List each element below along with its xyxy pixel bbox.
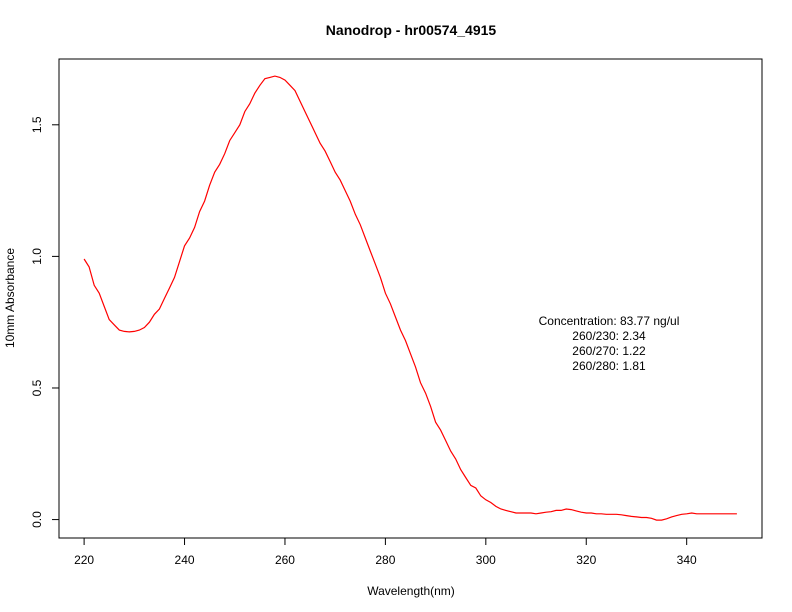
y-axis: 0.0 0.5 1.0 1.5 (30, 116, 60, 528)
annotation-line: Concentration: 83.77 ng/ul (539, 314, 680, 328)
x-tick-label: 340 (677, 553, 697, 567)
x-axis: 220 240 260 280 300 320 340 (74, 537, 697, 567)
chart-title: Nanodrop - hr00574_4915 (326, 22, 497, 38)
y-axis-label: 10mm Absorbance (3, 248, 17, 348)
x-tick-label: 300 (476, 553, 496, 567)
y-tick-label: 0.5 (30, 379, 44, 396)
x-tick-label: 260 (275, 553, 295, 567)
x-tick-label: 240 (175, 553, 195, 567)
y-tick-label: 1.5 (30, 116, 44, 133)
absorbance-line (83, 75, 737, 521)
annotation-line: 260/270: 1.22 (572, 344, 646, 358)
x-tick-label: 320 (576, 553, 596, 567)
annotation-line: 260/280: 1.81 (572, 359, 646, 373)
x-tick-label: 280 (375, 553, 395, 567)
y-tick-label: 0.0 (30, 511, 44, 528)
x-axis-label: Wavelength(nm) (367, 584, 455, 598)
y-tick-label: 1.0 (30, 248, 44, 265)
x-tick-label: 220 (74, 553, 94, 567)
annotation-line: 260/230: 2.34 (572, 329, 646, 343)
